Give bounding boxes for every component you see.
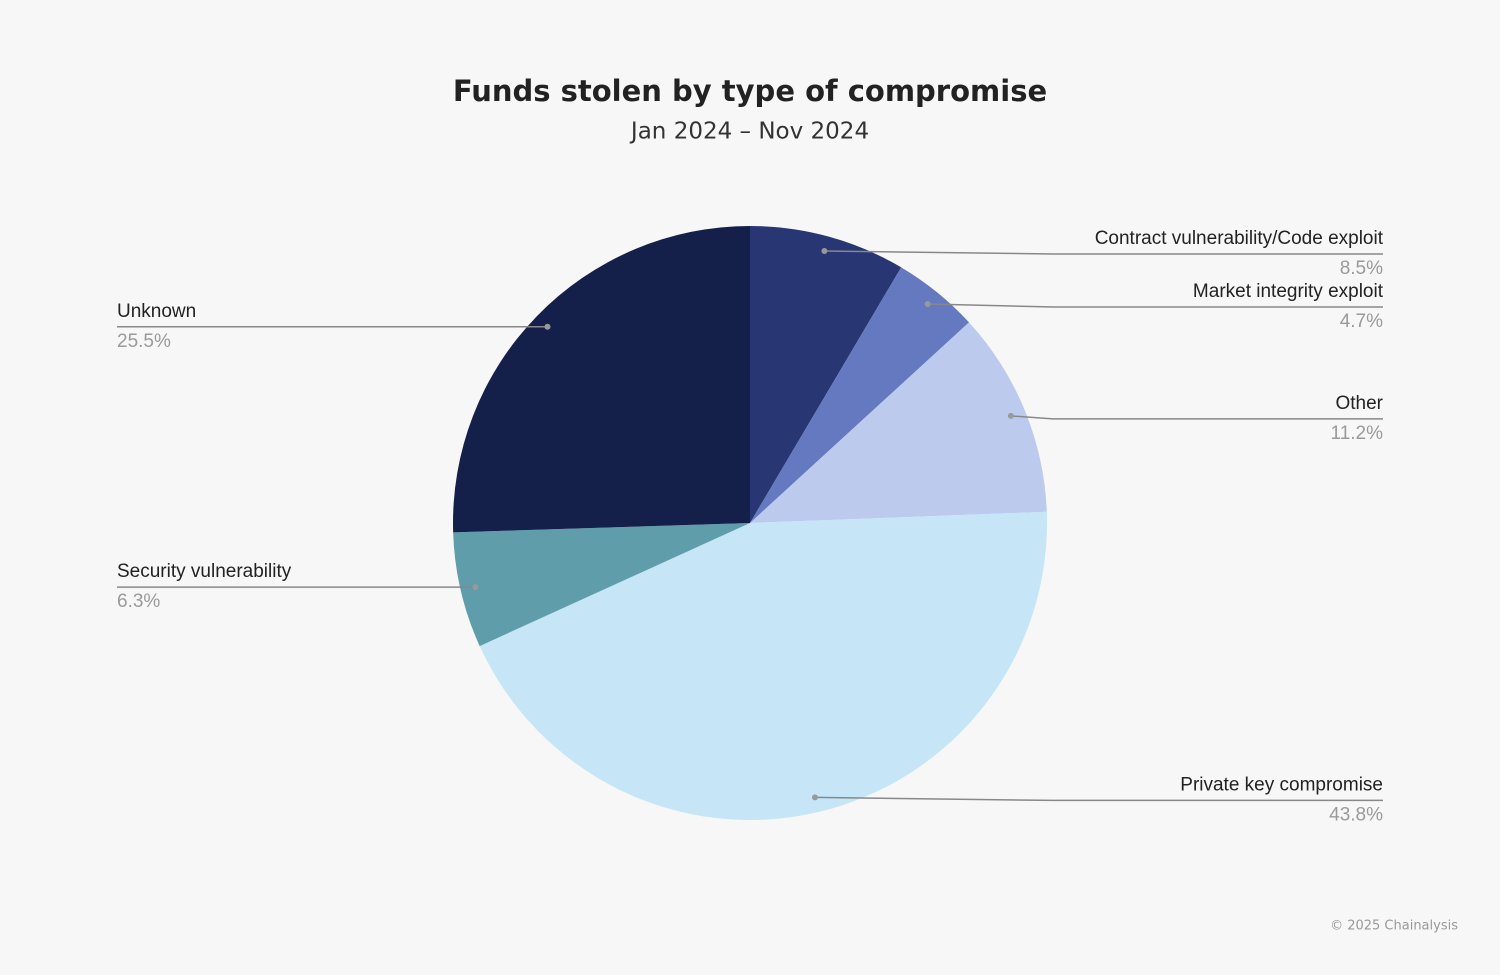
leader-line: [814, 796, 1383, 802]
slice-value-label: 11.2%: [1331, 423, 1384, 444]
slice-value-label: 25.5%: [117, 331, 171, 352]
slice-value-label: 6.3%: [117, 591, 160, 612]
chart-title: Funds stolen by type of compromise: [453, 74, 1047, 108]
leader-line: [824, 250, 1383, 255]
leader-dot: [544, 323, 551, 330]
pie-slice: [750, 226, 902, 523]
slice-label: Contract vulnerability/Code exploit: [1095, 228, 1384, 249]
slice-value-label: 4.7%: [1340, 311, 1383, 332]
slice-value-label: 8.5%: [1340, 258, 1383, 279]
leader-dot: [821, 247, 828, 254]
slice-label: Security vulnerability: [117, 561, 292, 582]
leader-dot: [1007, 412, 1014, 419]
pie-slice: [750, 267, 970, 523]
pie-slice: [479, 511, 1047, 820]
slice-label: Private key compromise: [1180, 774, 1383, 795]
slice-value-label: 43.8%: [1329, 804, 1383, 825]
source-note: © 2025 Chainalysis: [1330, 919, 1458, 934]
leader-dot: [811, 794, 818, 801]
slice-label: Unknown: [117, 301, 196, 322]
leader-line: [1010, 415, 1383, 420]
leader-line: [927, 303, 1383, 308]
pie-slice: [750, 322, 1047, 523]
pie-slice: [453, 523, 750, 647]
chart-subtitle: Jan 2024 – Nov 2024: [629, 119, 869, 145]
leader-dot: [472, 584, 479, 591]
slice-label: Market integrity exploit: [1193, 281, 1384, 302]
slice-label: Other: [1335, 393, 1383, 414]
pie-slice: [453, 226, 750, 533]
leader-dot: [924, 301, 931, 308]
